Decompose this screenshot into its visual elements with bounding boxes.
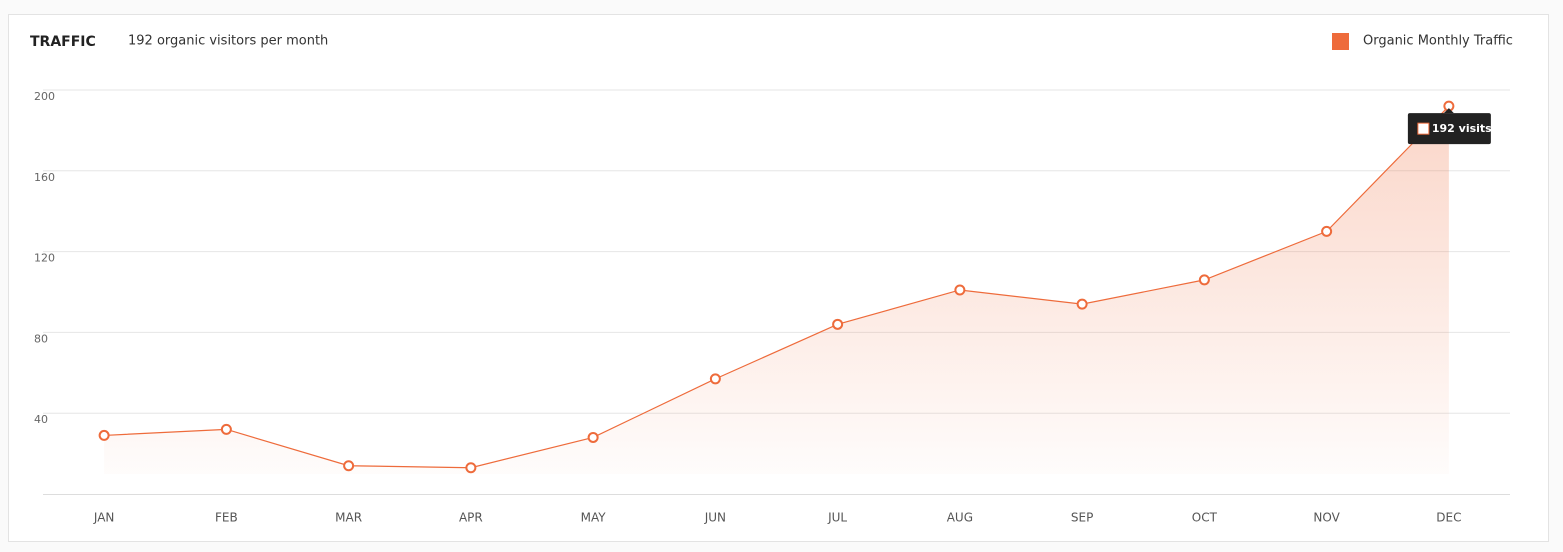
tooltip-arrow <box>1443 108 1454 114</box>
legend-swatch <box>1332 33 1349 50</box>
x-tick-label: SEP <box>1071 511 1093 525</box>
tooltip-swatch <box>1417 122 1430 135</box>
y-tick-label: 160 <box>34 171 55 184</box>
x-tick-label: APR <box>459 511 483 525</box>
y-tick-label: 80 <box>34 332 48 345</box>
tooltip: 192 visits <box>1407 108 1492 145</box>
point <box>98 429 110 441</box>
x-tick-label: MAY <box>581 511 607 525</box>
x-tick-label: AUG <box>947 511 973 525</box>
point <box>343 460 355 472</box>
legend-label: Organic Monthly Traffic <box>1363 34 1513 49</box>
x-tick-label: OCT <box>1192 511 1218 525</box>
point <box>1198 274 1210 286</box>
point <box>587 431 599 443</box>
y-tick-label: 40 <box>34 413 48 426</box>
x-tick-label: FEB <box>215 511 238 525</box>
area <box>104 106 1449 474</box>
x-tick-label: JUL <box>827 511 847 525</box>
point <box>709 373 721 385</box>
point <box>220 423 232 435</box>
point <box>832 318 844 330</box>
x-tick-label: JAN <box>93 511 115 525</box>
x-tick-label: MAR <box>335 511 362 525</box>
point <box>954 284 966 296</box>
point <box>1321 225 1333 237</box>
tooltip-box <box>1407 113 1491 145</box>
x-tick-label: JUN <box>704 511 726 525</box>
x-tick-label: DEC <box>1436 511 1461 525</box>
point <box>465 462 477 474</box>
line <box>104 105 1450 469</box>
chart-title: TRAFFIC <box>30 34 96 50</box>
tooltip-text: 192 visits <box>1432 122 1492 135</box>
y-tick-label: 200 <box>34 90 55 103</box>
y-tick-label: 120 <box>34 252 55 265</box>
chart-subtitle: 192 organic visitors per month <box>128 34 328 49</box>
point <box>1076 298 1088 310</box>
x-tick-label: NOV <box>1313 511 1340 525</box>
